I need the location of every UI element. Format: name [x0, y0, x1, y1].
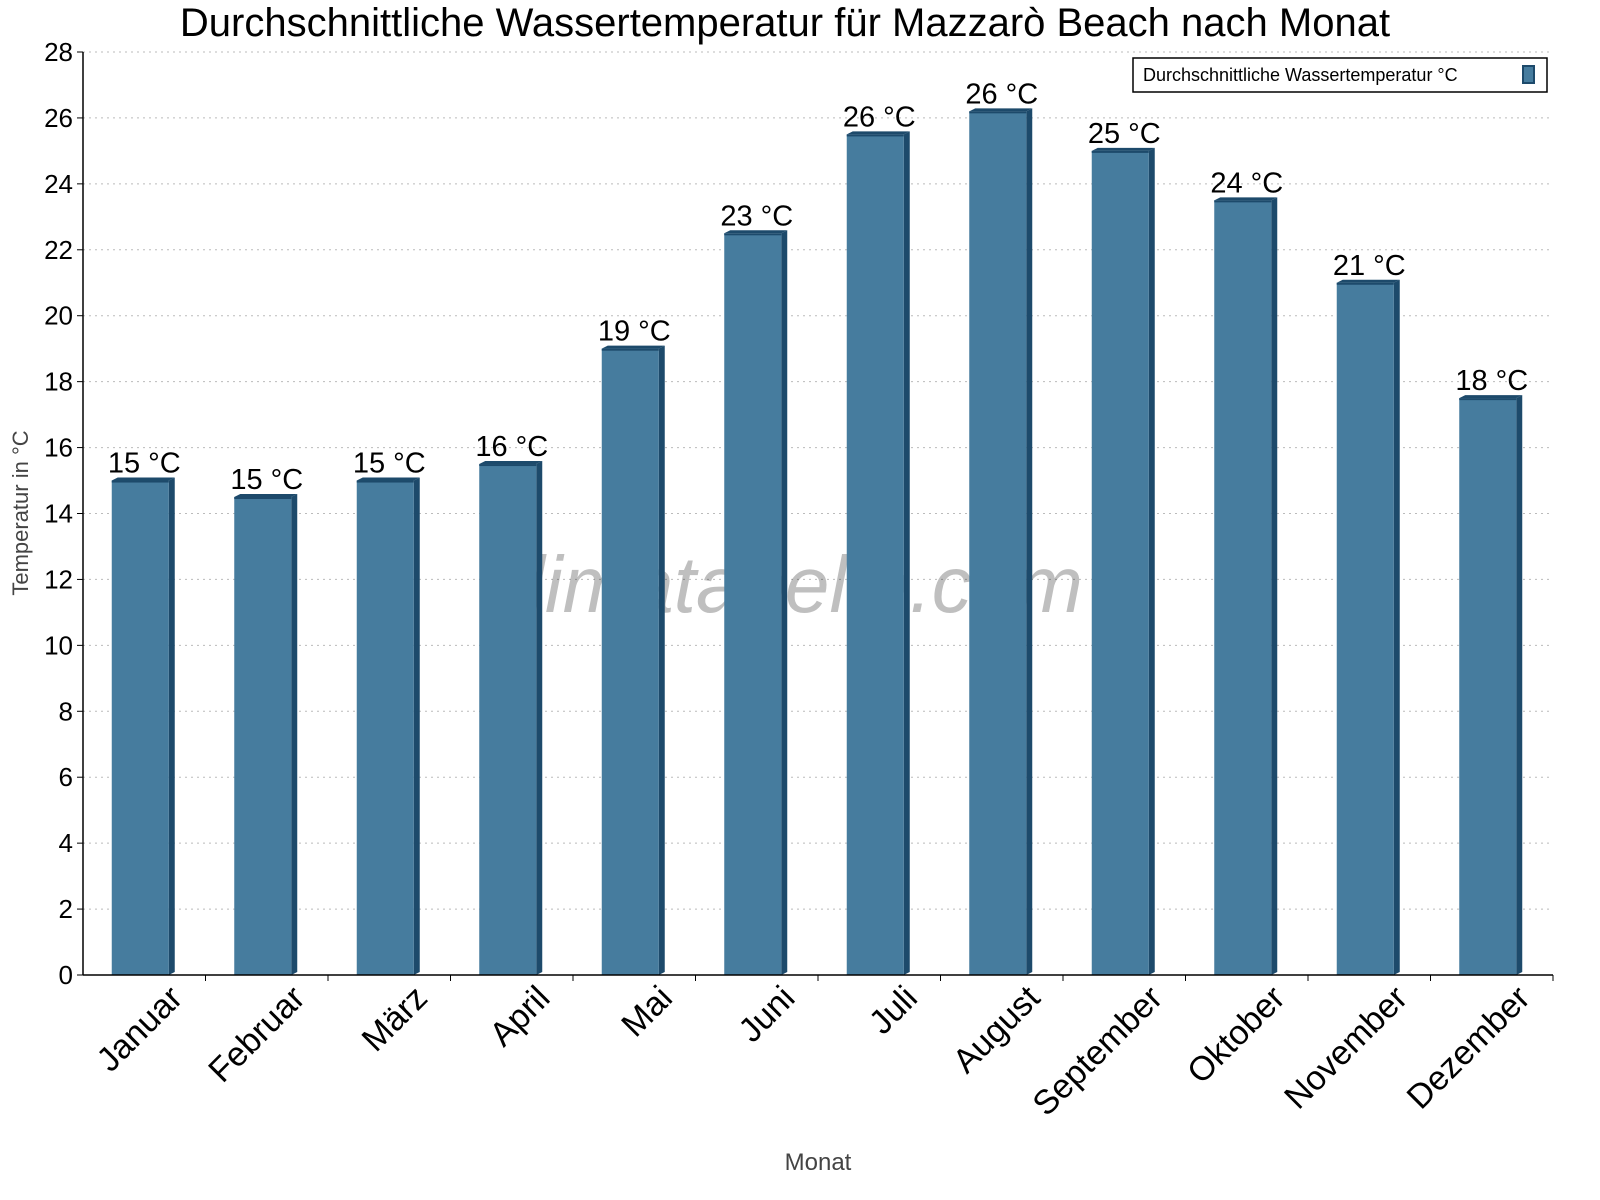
legend-swatch: [1522, 65, 1535, 84]
data-label: 19 °C: [598, 316, 671, 348]
data-label: 24 °C: [1210, 167, 1283, 199]
data-label: 21 °C: [1333, 250, 1406, 282]
bar-cap: [479, 464, 537, 467]
bar-cap: [356, 480, 414, 483]
legend: Durchschnittliche Wassertemperatur °C: [1132, 57, 1548, 93]
x-tick-label: Januar: [90, 979, 190, 1079]
y-tick-label: 14: [44, 499, 73, 529]
bar: [846, 134, 904, 976]
x-tick-label: August: [946, 978, 1048, 1080]
y-tick-label: 8: [59, 696, 73, 726]
bar-top: [724, 230, 788, 234]
y-tick-label: 6: [59, 762, 73, 792]
y-tick-label: 20: [44, 301, 73, 331]
bar-top: [846, 131, 910, 135]
bar-cap: [846, 134, 904, 137]
bar-cap: [969, 111, 1027, 114]
bar-side: [1148, 147, 1155, 976]
chart-title: Durchschnittliche Wassertemperatur für M…: [180, 1, 1390, 45]
bar-side: [536, 461, 543, 975]
x-tick-label: Februar: [201, 979, 312, 1090]
bar: [356, 480, 414, 975]
bar-side: [1026, 108, 1033, 976]
y-tick-label: 24: [44, 169, 73, 199]
bar-cap: [1091, 150, 1149, 153]
y-tick-label: 0: [59, 960, 73, 990]
x-tick-label: Dezember: [1400, 979, 1538, 1117]
bar: [234, 497, 292, 975]
data-label: 23 °C: [720, 200, 793, 232]
x-tick-label: September: [1025, 979, 1169, 1123]
bar-top: [1214, 197, 1278, 201]
y-tick-label: 18: [44, 367, 73, 397]
bar-top: [234, 494, 298, 498]
y-tick-label: 2: [59, 894, 73, 924]
bar-top: [356, 477, 420, 481]
legend-box: [1132, 57, 1548, 93]
bar: [1459, 398, 1517, 975]
y-tick-label: 16: [44, 433, 73, 463]
data-label: 25 °C: [1088, 118, 1161, 150]
bar: [724, 233, 782, 975]
y-tick-label: 28: [44, 37, 73, 67]
bar: [479, 464, 537, 975]
bar-cap: [1336, 282, 1394, 285]
bar-side: [1271, 197, 1278, 975]
x-tick-label: April: [482, 979, 557, 1054]
bar-side: [781, 230, 788, 975]
bar-top: [1336, 279, 1400, 283]
bar-cap: [601, 348, 659, 351]
data-label: 15 °C: [353, 448, 426, 480]
data-label: 26 °C: [965, 78, 1038, 110]
bar-top: [111, 477, 175, 481]
x-tick-label: Mai: [614, 979, 680, 1045]
bar: [1091, 150, 1149, 976]
y-tick-label: 10: [44, 630, 73, 660]
data-label: 18 °C: [1455, 365, 1528, 397]
bar: [601, 348, 659, 975]
bar-cap: [111, 480, 169, 483]
data-label: 16 °C: [475, 431, 548, 463]
bar-side: [658, 345, 665, 975]
legend-label: Durchschnittliche Wassertemperatur °C: [1143, 65, 1458, 85]
bar-side: [168, 477, 175, 975]
x-tick-label: Juli: [862, 979, 925, 1042]
y-tick-label: 4: [59, 828, 73, 858]
y-tick-label: 12: [44, 564, 73, 594]
bar-cap: [1214, 200, 1272, 203]
bars: 15 °C 15 °C 15 °C 16 °C 19 °C 23 °C 26 °C 26 °C…: [108, 78, 1528, 976]
bar-top: [969, 108, 1033, 112]
x-tick-label: März: [355, 979, 435, 1059]
data-label: 15 °C: [108, 448, 181, 480]
data-label: 15 °C: [230, 464, 303, 496]
bar-side: [903, 131, 910, 976]
x-tick-label: Juni: [731, 979, 802, 1050]
bar: [1214, 200, 1272, 975]
bar-top: [1091, 147, 1155, 151]
bar-cap: [1459, 398, 1517, 401]
bar: [111, 480, 169, 975]
x-tick-label: Oktober: [1180, 979, 1292, 1091]
x-axis-label: Monat: [785, 1149, 852, 1176]
x-tick-label: November: [1277, 979, 1415, 1117]
bar-side: [1516, 395, 1523, 975]
bar-side: [1393, 279, 1400, 975]
bar-top: [479, 461, 543, 465]
bar-side: [291, 494, 298, 975]
bar-side: [413, 477, 420, 975]
bar-top: [1459, 395, 1523, 399]
bar-cap: [724, 233, 782, 236]
bar: [969, 111, 1027, 976]
y-tick-label: 26: [44, 103, 73, 133]
bar-cap: [234, 497, 292, 500]
y-axis-label: Temperatur in °C: [8, 430, 33, 595]
y-tick-label: 22: [44, 235, 73, 265]
bar-top: [601, 345, 665, 349]
grid-lines: [83, 51, 1553, 910]
data-label: 26 °C: [843, 101, 916, 133]
bar: [1336, 282, 1394, 975]
